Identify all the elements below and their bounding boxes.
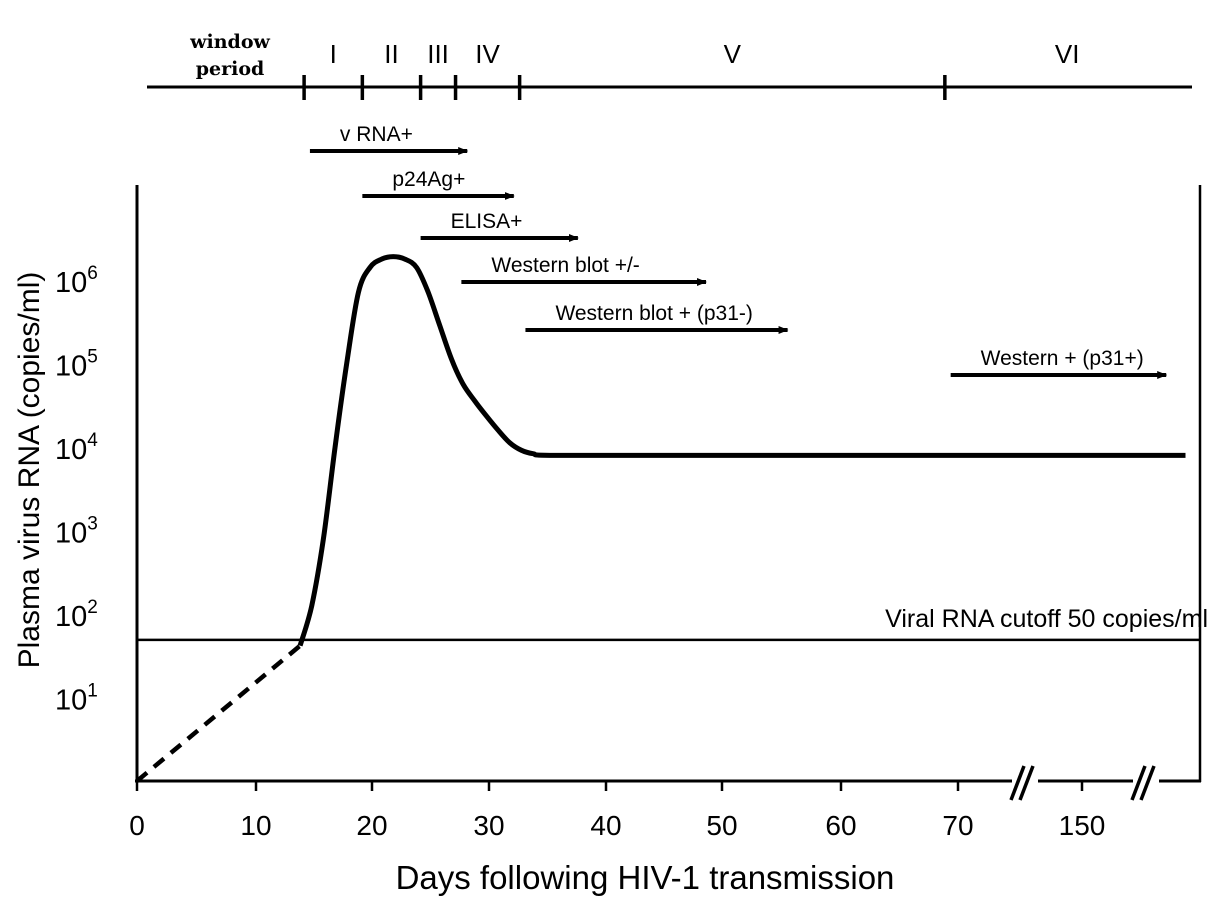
x-tick-label: 50 xyxy=(706,810,737,841)
x-tick-label: 70 xyxy=(942,810,973,841)
test-marker: ELISA+ xyxy=(420,210,579,242)
y-tick-label: 101 xyxy=(55,681,98,717)
stage-label: II xyxy=(384,39,398,69)
viral-load-series xyxy=(135,254,1186,783)
viral-load-line xyxy=(297,254,1186,647)
test-marker: Western + (p31+) xyxy=(950,347,1168,379)
test-marker-label: Western blot + (p31-) xyxy=(555,302,752,325)
y-tick-label: 104 xyxy=(55,430,98,466)
x-tick-label: 10 xyxy=(240,810,271,841)
axis-break-1 xyxy=(1009,765,1038,801)
x-axis-label: Days following HIV-1 transmission xyxy=(396,859,895,896)
window-period-label-line1: window xyxy=(189,31,270,53)
stage-label: I xyxy=(330,39,337,69)
x-tick-label: 30 xyxy=(473,810,504,841)
test-marker: p24Ag+ xyxy=(362,168,515,200)
stage-label: VI xyxy=(1055,39,1080,69)
test-marker-label: p24Ag+ xyxy=(392,168,465,191)
test-marker: v RNA+ xyxy=(309,123,469,155)
stage-label: V xyxy=(724,39,742,69)
y-tick-label: 105 xyxy=(55,347,98,383)
x-tick-label: 40 xyxy=(590,810,621,841)
y-tick-label: 102 xyxy=(55,597,98,633)
axes: 0 10 20 30 40 50 60 70 150 101 102 103 104 105 106 xyxy=(55,185,1202,841)
y-axis-label: Plasma virus RNA (copies/ml) xyxy=(13,272,46,669)
x-tick-label: 60 xyxy=(825,810,856,841)
stage-timeline: window period I II III IV V VI xyxy=(147,31,1192,100)
cutoff-label: Viral RNA cutoff 50 copies/ml xyxy=(885,605,1208,633)
x-tick-label: 0 xyxy=(129,810,145,841)
test-marker-label: Western + (p31+) xyxy=(981,347,1144,370)
x-tick-label: 20 xyxy=(356,810,387,841)
test-marker-label: Western blot +/- xyxy=(491,254,639,277)
axis-break-2 xyxy=(1130,765,1159,801)
cutoff: Viral RNA cutoff 50 copies/ml xyxy=(137,605,1208,642)
test-marker-label: v RNA+ xyxy=(340,123,413,146)
y-tick-label: 106 xyxy=(55,263,98,299)
test-marker-label: ELISA+ xyxy=(451,210,523,233)
window-period-label-line2: period xyxy=(196,58,265,80)
y-tick-label: 103 xyxy=(55,514,98,550)
test-marker: Western blot +/- xyxy=(461,254,708,286)
stage-label: III xyxy=(427,39,449,69)
test-marker: Western blot + (p31-) xyxy=(525,302,789,334)
stage-label: IV xyxy=(475,39,500,69)
test-markers: v RNA+ p24Ag+ ELISA+ Western blot +/- Wester… xyxy=(309,123,1168,379)
viral-load-line-dashed xyxy=(135,643,302,783)
x-tick-label: 150 xyxy=(1059,810,1106,841)
